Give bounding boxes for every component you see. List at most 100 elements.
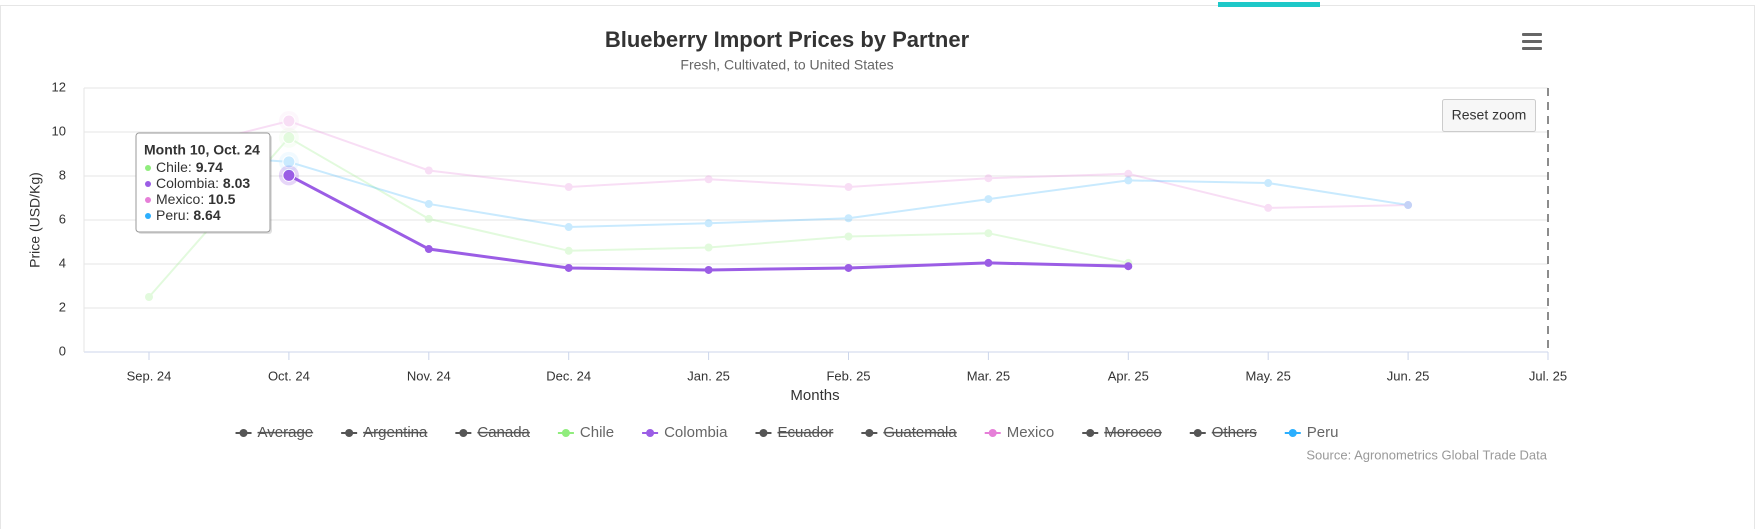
data-point — [564, 183, 573, 191]
x-tick-label: Dec. 24 — [546, 368, 591, 383]
legend-label[interactable]: Mexico — [1007, 424, 1055, 441]
tooltip-series-name: Colombia — [156, 175, 215, 191]
tooltip-series-name: Mexico — [156, 191, 201, 207]
legend-item[interactable]: Others — [1189, 424, 1257, 441]
data-point — [1404, 201, 1413, 210]
data-point — [844, 232, 853, 241]
tooltip-bullet — [145, 197, 151, 203]
y-tick-label: 6 — [59, 211, 66, 226]
legend-label[interactable]: Ecuador — [777, 424, 833, 441]
tooltip-row: Peru: 8.64 — [156, 207, 221, 223]
tooltip-value: 10.5 — [208, 191, 235, 207]
data-point — [1124, 169, 1133, 178]
x-axis-title: Months — [790, 387, 839, 404]
x-tick-label: Apr. 25 — [1108, 368, 1149, 383]
y-tick-label: 4 — [59, 255, 66, 270]
series-line — [148, 136, 1129, 298]
legend-label[interactable]: Peru — [1307, 424, 1339, 441]
legend-label[interactable]: Morocco — [1104, 424, 1162, 441]
x-tick-label: Jul. 25 — [1529, 368, 1567, 383]
data-point — [424, 199, 433, 208]
legend-symbol — [1193, 429, 1202, 437]
data-point — [704, 243, 713, 252]
legend-item[interactable]: Argentina — [341, 424, 428, 441]
legend-label[interactable]: Chile — [580, 424, 614, 441]
tooltip-title: Month 10, Oct. 24 — [144, 142, 260, 158]
tooltip-row: Mexico: 10.5 — [156, 191, 236, 207]
hover-halo — [278, 151, 299, 172]
legend-symbol — [865, 429, 874, 437]
reset-zoom-label[interactable]: Reset zoom — [1452, 107, 1527, 123]
x-tick-label: Sep. 24 — [127, 368, 172, 383]
data-point — [564, 246, 573, 255]
hover-halo — [278, 127, 299, 148]
data-point — [984, 195, 993, 204]
data-point — [424, 245, 433, 254]
data-point — [984, 229, 993, 238]
legend-label[interactable]: Argentina — [363, 424, 428, 441]
x-tick-label: Jan. 25 — [687, 368, 730, 383]
legend-label[interactable]: Guatemala — [883, 424, 957, 441]
y-tick-label: 12 — [52, 79, 66, 94]
data-point — [282, 114, 296, 128]
chart-title: Blueberry Import Prices by Partner — [605, 27, 970, 52]
legend-item[interactable]: Canada — [455, 424, 531, 441]
x-tick-label: May. 25 — [1246, 368, 1291, 383]
y-tick-label: 8 — [59, 167, 66, 182]
series-line — [148, 150, 1409, 229]
tooltip-bullet — [145, 165, 151, 171]
legend-item[interactable]: Morocco — [1082, 424, 1162, 441]
data-point — [704, 175, 713, 184]
x-tick-label: Jun. 25 — [1387, 368, 1430, 383]
legend-label[interactable]: Colombia — [664, 424, 728, 441]
legend-item[interactable]: Guatemala — [861, 424, 957, 441]
data-point — [704, 219, 713, 228]
x-tick-label: Feb. 25 — [826, 368, 870, 383]
legend-item[interactable]: Peru — [1284, 424, 1339, 441]
data-point — [844, 263, 853, 272]
tooltip-row: Colombia: 8.03 — [156, 175, 250, 191]
legend-symbol — [1086, 429, 1095, 437]
tooltip-row: Chile: 9.74 — [156, 159, 223, 175]
data-point — [564, 263, 573, 272]
tooltip-value: 9.74 — [196, 159, 223, 175]
data-point — [1124, 176, 1133, 185]
legend-item[interactable]: Colombia — [642, 424, 728, 441]
data-point — [1264, 203, 1273, 212]
y-tick-label: 0 — [59, 343, 66, 358]
data-point — [844, 214, 853, 223]
legend-symbol — [459, 429, 468, 437]
legend-item[interactable]: Ecuador — [755, 424, 833, 441]
data-point — [984, 174, 993, 183]
x-tick-label: Mar. 25 — [967, 368, 1010, 383]
y-tick-label: 10 — [52, 123, 66, 138]
y-axis-title: Price (USD/Kg) — [27, 172, 43, 268]
data-point — [1124, 262, 1133, 271]
active-tab[interactable] — [1218, 2, 1320, 7]
legend-symbol — [239, 429, 248, 437]
chart-subtitle: Fresh, Cultivated, to United States — [680, 57, 893, 73]
legend-label[interactable]: Canada — [477, 424, 530, 441]
data-point — [424, 214, 433, 223]
data-point — [282, 131, 296, 145]
hover-halo — [278, 111, 299, 131]
tooltip-bullet — [145, 213, 151, 219]
legend-item[interactable]: Chile — [557, 424, 614, 441]
legend-symbol — [345, 429, 354, 437]
legend-item[interactable]: Mexico — [984, 424, 1055, 441]
reset-zoom-button[interactable]: Reset zoom — [1442, 99, 1536, 132]
legend-item[interactable]: Average — [235, 424, 314, 441]
data-point — [1404, 201, 1413, 210]
tooltip-series-name: Chile — [156, 159, 188, 175]
data-point — [704, 265, 713, 274]
series — [278, 165, 1133, 274]
legend-symbol — [561, 429, 570, 437]
source-credit: Source: Agronometrics Global Trade Data — [1306, 447, 1547, 462]
data-point — [145, 293, 153, 301]
legend-label[interactable]: Average — [258, 424, 314, 441]
legend-label[interactable]: Others — [1212, 424, 1257, 441]
menu-icon[interactable] — [1522, 33, 1542, 50]
legend-symbol — [646, 429, 655, 437]
series — [145, 147, 1413, 232]
